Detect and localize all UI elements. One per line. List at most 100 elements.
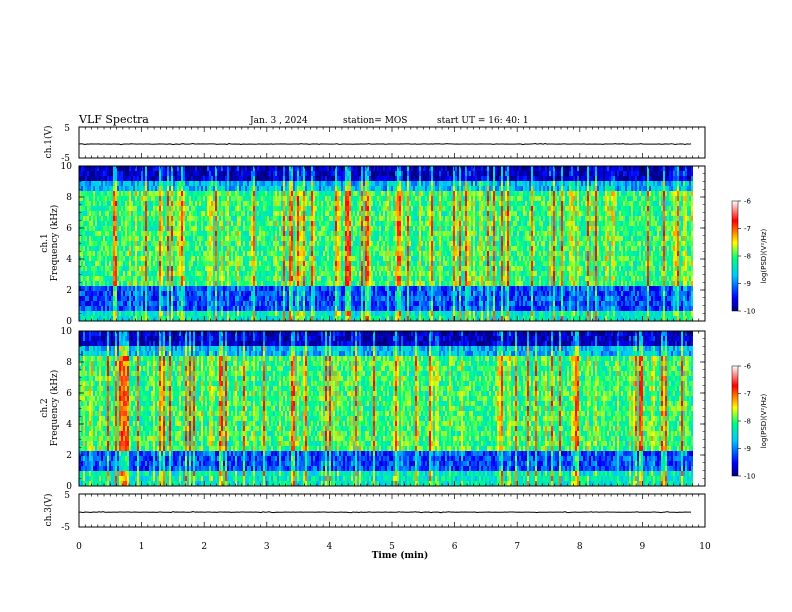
spectrogram-cell xyxy=(109,266,111,271)
spectrogram-cell xyxy=(193,236,195,241)
spectrogram-cell xyxy=(299,181,301,186)
spectrogram-cell xyxy=(299,171,301,176)
spectrogram-cell xyxy=(225,301,227,306)
spectrogram-cell xyxy=(179,301,181,306)
spectrogram-cell xyxy=(367,191,369,196)
spectrogram-cell xyxy=(109,206,111,211)
spectrogram-cell xyxy=(243,316,245,321)
spectrogram-cell xyxy=(261,231,263,236)
spectrogram-cell xyxy=(229,231,231,236)
spectrogram-cell xyxy=(325,236,327,241)
spectrogram-cell xyxy=(297,266,299,271)
spectrogram-cell xyxy=(337,236,339,241)
spectrogram-cell xyxy=(331,286,333,291)
spectrogram-cell xyxy=(165,286,167,291)
spectrogram-cell xyxy=(265,296,267,301)
spectrogram-cell xyxy=(81,281,83,286)
spectrogram-cell xyxy=(241,191,243,196)
spectrogram-cell xyxy=(113,181,115,186)
spectrogram-cell xyxy=(117,276,119,281)
spectrogram-cell xyxy=(125,231,127,236)
spectrogram-cell xyxy=(367,206,369,211)
spectrogram-cell xyxy=(275,226,277,231)
spectrogram-cell xyxy=(313,311,315,316)
spectrogram-cell xyxy=(301,186,303,191)
spectrogram-cell xyxy=(103,311,105,316)
spectrogram-cell xyxy=(109,201,111,206)
spectrogram-cell xyxy=(153,241,155,246)
spectrogram-cell xyxy=(115,226,117,231)
spectrogram-cell xyxy=(303,266,305,271)
spectrogram-cell xyxy=(179,171,181,176)
spectrogram-cell xyxy=(85,281,87,286)
spectrogram-cell xyxy=(165,276,167,281)
spectrogram-cell xyxy=(195,281,197,286)
spectrogram-cell xyxy=(285,221,287,226)
spectrogram-cell xyxy=(89,191,91,196)
spectrogram-cell xyxy=(385,261,387,266)
spectrogram-cell xyxy=(289,266,291,271)
spectrogram-cell xyxy=(137,176,139,181)
spectrogram-cell xyxy=(273,171,275,176)
spectrogram-cell xyxy=(379,231,381,236)
spectrogram-cell xyxy=(197,271,199,276)
spectrogram-cell xyxy=(315,296,317,301)
spectrogram-cell xyxy=(335,206,337,211)
spectrogram-cell xyxy=(337,266,339,271)
spectrogram-cell xyxy=(243,241,245,246)
spectrogram-cell xyxy=(253,201,255,206)
spectrogram-cell xyxy=(173,251,175,256)
spectrogram-cell xyxy=(241,296,243,301)
spectrogram-cell xyxy=(149,211,151,216)
spectrogram-cell xyxy=(153,191,155,196)
spectrogram-cell xyxy=(285,276,287,281)
spectrogram-cell xyxy=(349,186,351,191)
spectrogram-cell xyxy=(143,316,145,321)
spectrogram-cell xyxy=(183,196,185,201)
spectrogram-cell xyxy=(175,206,177,211)
spectrogram-cell xyxy=(167,196,169,201)
spectrogram-cell xyxy=(219,226,221,231)
spectrogram-cell xyxy=(257,266,259,271)
spectrogram-cell xyxy=(85,216,87,221)
spectrogram-cell xyxy=(213,301,215,306)
spectrogram-cell xyxy=(263,206,265,211)
spectrogram-cell xyxy=(177,181,179,186)
spectrogram-cell xyxy=(143,201,145,206)
spectrogram-cell xyxy=(213,231,215,236)
spectrogram-cell xyxy=(281,221,283,226)
spectrogram-cell xyxy=(181,191,183,196)
spectrogram-cell xyxy=(251,196,253,201)
spectrogram-cell xyxy=(323,206,325,211)
spectrogram-cell xyxy=(285,251,287,256)
spectrogram-cell xyxy=(93,221,95,226)
spectrogram-cell xyxy=(233,316,235,321)
spectrogram-cell xyxy=(241,231,243,236)
spectrogram-cell xyxy=(161,261,163,266)
spectrogram-cell xyxy=(235,186,237,191)
spectrogram-cell xyxy=(377,211,379,216)
spectrogram-cell xyxy=(149,306,151,311)
spectrogram-cell xyxy=(111,261,113,266)
spectrogram-cell xyxy=(157,296,159,301)
spectrogram-cell xyxy=(195,171,197,176)
spectrogram-cell xyxy=(135,281,137,286)
spectrogram-cell xyxy=(295,201,297,206)
spectrogram-cell xyxy=(361,171,363,176)
spectrogram-cell xyxy=(323,276,325,281)
spectrogram-cell xyxy=(357,316,359,321)
spectrogram-cell xyxy=(251,216,253,221)
spectrogram-cell xyxy=(235,306,237,311)
spectrogram-cell xyxy=(367,226,369,231)
spectrogram-cell xyxy=(343,296,345,301)
spectrogram-cell xyxy=(259,271,261,276)
spectrogram-cell xyxy=(253,241,255,246)
spectrogram-cell xyxy=(239,191,241,196)
spectrogram-cell xyxy=(277,201,279,206)
spectrogram-cell xyxy=(173,191,175,196)
spectrogram-cell xyxy=(355,181,357,186)
spectrogram-cell xyxy=(203,211,205,216)
spectrogram-cell xyxy=(301,316,303,321)
spectrogram-cell xyxy=(323,171,325,176)
spectrogram-cell xyxy=(261,261,263,266)
